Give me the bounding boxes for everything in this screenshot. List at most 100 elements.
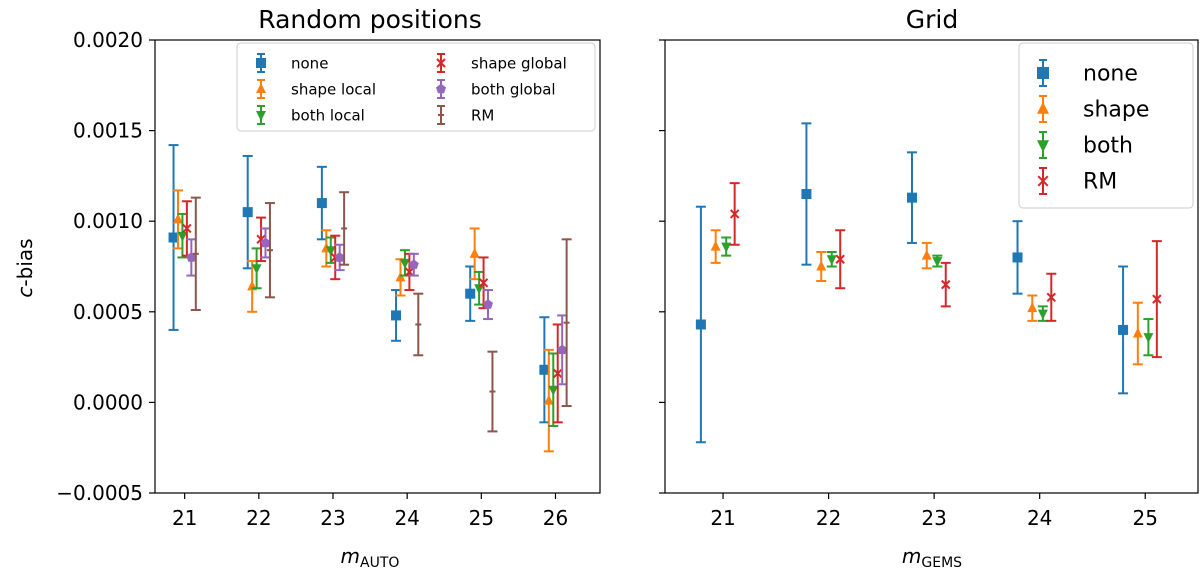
data-point (325, 246, 336, 257)
y-tick-label: −0.0005 (56, 481, 143, 505)
legend-label: both global (471, 80, 556, 98)
series-none (168, 144, 550, 424)
y-axis-label: c-bias (13, 238, 37, 297)
legend: none shape local both local shape global bot… (236, 42, 596, 132)
data-point (1132, 327, 1143, 338)
data-point (941, 279, 951, 290)
legend-marker (256, 111, 266, 121)
data-point (399, 258, 410, 269)
legend-marker (256, 58, 266, 68)
legend-box (236, 42, 596, 132)
x-tick-label: 25 (1133, 506, 1158, 530)
legend-marker (1037, 67, 1049, 79)
data-point (1118, 324, 1129, 335)
x-tick-labels: 21 22 23 24 25 (710, 493, 1158, 530)
legend: none shape both RM (1018, 42, 1194, 209)
data-point (729, 209, 740, 219)
legend-label: none (1083, 62, 1138, 87)
data-point (721, 242, 732, 253)
data-point (172, 213, 183, 224)
legend-label: shape global (471, 54, 567, 72)
y-tick-label: 0.0015 (73, 119, 143, 143)
x-axis-label-main: m (902, 544, 921, 568)
data-point (710, 240, 721, 251)
x-axis-label: mGEMS (902, 544, 962, 570)
legend-label: shape (1083, 98, 1149, 123)
plot-frame (664, 39, 1199, 494)
x-axis-label-main: m (341, 544, 360, 568)
x-tick-label: 24 (1027, 506, 1052, 530)
data-point (835, 254, 845, 264)
y-tick-label: 0.0020 (73, 28, 143, 52)
x-tick-label: 24 (394, 506, 419, 530)
legend-marker (436, 83, 446, 94)
data-point (260, 237, 271, 248)
data-point (182, 223, 192, 234)
data-point (932, 257, 943, 268)
data-point (242, 207, 253, 218)
x-tick-label: 21 (172, 506, 197, 530)
y-tick-labels: −0.0005 0.0000 0.0005 0.0010 0.0015 0.0020 (56, 28, 155, 505)
data-point (553, 368, 563, 379)
x-tick-labels: 21 22 23 24 25 26 (172, 493, 568, 530)
data-point (816, 260, 827, 271)
data-point (539, 364, 550, 375)
y-tick-label: 0.0010 (73, 209, 143, 233)
series-shape-global (181, 200, 563, 424)
data-point (695, 319, 706, 330)
data-point (469, 247, 480, 258)
data-point (251, 264, 262, 275)
data-point (557, 344, 568, 355)
series-rm (729, 182, 1162, 359)
x-axis-label-sub: AUTO (360, 555, 399, 570)
legend-label: RM (1083, 170, 1117, 195)
data-point (478, 278, 489, 288)
data-point (316, 198, 327, 209)
data-point (801, 189, 812, 200)
data-point (548, 385, 559, 396)
legend-marker (256, 83, 266, 93)
legend-marker (436, 58, 446, 68)
plot-marks (695, 122, 1162, 444)
x-tick-label: 22 (816, 506, 841, 530)
series-none (695, 122, 1129, 444)
y-ticks (659, 39, 665, 494)
data-point (1012, 252, 1023, 263)
series-shape-local (172, 189, 554, 453)
data-point (465, 288, 476, 299)
legend-marker (1037, 175, 1049, 187)
series-both-local (177, 212, 559, 427)
data-point (177, 231, 188, 242)
y-tick-label: 0.0005 (73, 300, 143, 324)
panel-grid: Grid mGEMS 21 22 23 24 25 none shape both RM (659, 5, 1199, 570)
legend-label: both (1083, 134, 1133, 159)
data-point (826, 255, 837, 266)
data-point (483, 299, 493, 309)
plot-frame (154, 39, 601, 494)
data-point (906, 192, 917, 203)
data-point (474, 284, 485, 295)
y-axis-label-italic: c (13, 287, 37, 298)
x-tick-label: 22 (246, 506, 271, 530)
legend-marker (1037, 101, 1049, 114)
legend-label: both local (291, 106, 365, 124)
x-tick-label: 21 (710, 506, 735, 530)
legend-label: RM (471, 106, 494, 124)
data-point (334, 252, 345, 262)
panel-random-positions: Random positions c-bias mAUTO −0.0005 0.0… (13, 5, 601, 570)
x-tick-label: 25 (469, 506, 494, 530)
series-both-global (186, 227, 568, 386)
chart-title: Grid (906, 5, 958, 34)
plot-marks (168, 144, 572, 453)
series-both (721, 236, 1154, 357)
series-rm (190, 191, 572, 433)
data-point (1152, 294, 1162, 304)
y-axis-label-rest: -bias (13, 238, 37, 286)
legend-marker (1037, 140, 1049, 153)
data-point (391, 310, 402, 321)
data-point (1037, 309, 1048, 320)
y-tick-label: 0.0000 (73, 390, 143, 414)
x-tick-label: 23 (320, 506, 345, 530)
data-point (1143, 333, 1154, 344)
